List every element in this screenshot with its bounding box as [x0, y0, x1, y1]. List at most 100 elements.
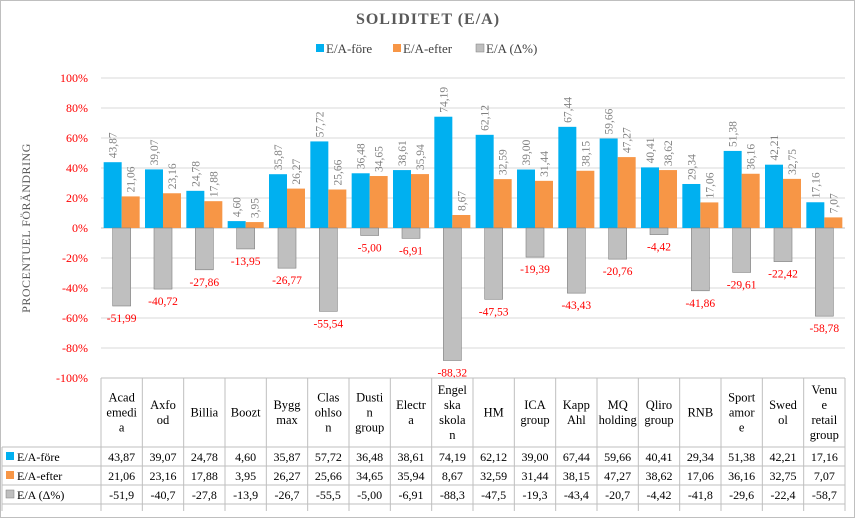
category-label: RNB — [687, 406, 713, 420]
table-cell: -29,6 — [729, 488, 754, 502]
category-label-line: e — [739, 421, 745, 435]
table-cell: 39,07 — [150, 450, 177, 464]
data-label: 32,59 — [498, 149, 510, 175]
table-cell: 35,87 — [274, 450, 301, 464]
category-label-line: ICA — [524, 398, 546, 412]
table-legend-key — [6, 471, 14, 479]
data-label-delta: -27,86 — [189, 277, 219, 289]
table-cell: -6,91 — [399, 488, 424, 502]
data-label: 36,16 — [746, 144, 758, 170]
table-row-label: E/A (Δ%) — [17, 488, 64, 502]
bar-efter — [493, 179, 512, 228]
data-label: 26,27 — [291, 158, 303, 184]
category-label: MQ holding — [599, 398, 638, 427]
table-cell: 25,66 — [315, 469, 342, 483]
data-label-delta: -47,53 — [479, 306, 509, 318]
category-label-line: retail — [811, 413, 837, 427]
gridlines — [101, 77, 845, 379]
bar-fore — [227, 221, 246, 228]
bar-efter — [163, 193, 181, 228]
category-label-line: Acad — [108, 391, 135, 405]
data-label: 51,38 — [728, 121, 740, 147]
bar-fore — [558, 126, 577, 228]
table-cell: 39,00 — [522, 450, 549, 464]
data-label-delta: -22,42 — [768, 269, 798, 281]
table-cell: 51,38 — [728, 450, 755, 464]
data-label-delta: -43,43 — [561, 300, 591, 312]
bar-delta — [236, 227, 255, 250]
table-cell: 34,65 — [356, 469, 383, 483]
table-cell: 8,67 — [442, 469, 463, 483]
data-label: 38,62 — [663, 140, 675, 166]
bar-delta — [443, 227, 462, 361]
category-label-line: ol — [778, 413, 788, 427]
category-label-line: Kapp — [563, 398, 590, 412]
table-legend-key — [6, 452, 14, 460]
table-cell: 23,16 — [150, 469, 177, 483]
data-label-delta: -51,99 — [107, 313, 137, 325]
bar-efter — [535, 180, 553, 228]
legend-label: E/A-efter — [403, 41, 453, 56]
category-label-line: Engel — [438, 383, 468, 397]
bar-delta — [773, 227, 793, 262]
category-label-line: group — [810, 428, 839, 442]
data-label-delta: -19,39 — [520, 264, 550, 276]
table-row-label: E/A-före — [17, 450, 60, 464]
bar-fore — [723, 150, 742, 228]
table-cell: 17,16 — [811, 450, 838, 464]
bar-fore — [599, 138, 618, 228]
table-cell: 38,15 — [563, 469, 590, 483]
category-label-line: emedi — [106, 406, 137, 420]
data-label: 62,12 — [480, 105, 492, 131]
data-label-delta: -29,61 — [727, 279, 757, 291]
data-label: 38,61 — [397, 140, 409, 166]
table-cell: -43,4 — [564, 488, 589, 502]
bar-fore — [145, 169, 163, 228]
table-cell: 43,87 — [108, 450, 135, 464]
category-label-line: Electr — [396, 398, 427, 412]
data-label: 39,00 — [521, 139, 533, 165]
data-label: 67,44 — [562, 97, 574, 123]
data-label-delta: -5,00 — [358, 243, 382, 255]
table-cell: 57,72 — [315, 450, 342, 464]
category-label: HM — [484, 406, 504, 420]
legend-label: E/A-före — [326, 41, 372, 56]
data-label: 35,87 — [273, 144, 285, 170]
data-label: 47,27 — [622, 127, 634, 153]
table-cell: 7,07 — [814, 469, 835, 483]
bar-fore — [186, 190, 205, 228]
bar-efter — [783, 178, 801, 228]
bar-fore — [682, 183, 701, 228]
category-label-line: amor — [729, 406, 756, 420]
bar-efter — [411, 174, 429, 228]
table-cell: -58,7 — [812, 488, 837, 502]
bar-fore — [641, 167, 659, 228]
category-label-line: Sport — [728, 391, 756, 405]
table-cell: 29,34 — [687, 450, 714, 464]
data-label: 7,07 — [828, 193, 840, 213]
table-cell: -27,8 — [192, 488, 217, 502]
data-label: 42,21 — [769, 135, 781, 161]
bar-efter — [700, 202, 719, 228]
table-cell: 40,41 — [646, 450, 673, 464]
table-cell: -88,3 — [440, 488, 465, 502]
table-cell: 38,61 — [398, 450, 425, 464]
bar-fore — [475, 134, 494, 228]
bar-efter — [204, 201, 223, 228]
data-label: 32,75 — [787, 149, 799, 175]
category-label-line: skola — [439, 413, 466, 427]
table-cell: -13,9 — [233, 488, 258, 502]
bar-delta — [732, 227, 751, 273]
bar-delta — [153, 227, 173, 290]
bar-efter — [741, 173, 760, 228]
table-cell: 17,06 — [687, 469, 714, 483]
data-label-delta: -20,76 — [603, 266, 633, 278]
category-label: Dusti n group — [355, 391, 384, 435]
category-label: Sport amor e — [728, 391, 756, 435]
data-label: 40,41 — [645, 137, 657, 163]
data-label-delta: -58,78 — [809, 323, 839, 335]
legend-swatch — [475, 43, 485, 53]
category-label-line: Clas — [317, 391, 339, 405]
data-label-delta: -40,72 — [148, 296, 178, 308]
